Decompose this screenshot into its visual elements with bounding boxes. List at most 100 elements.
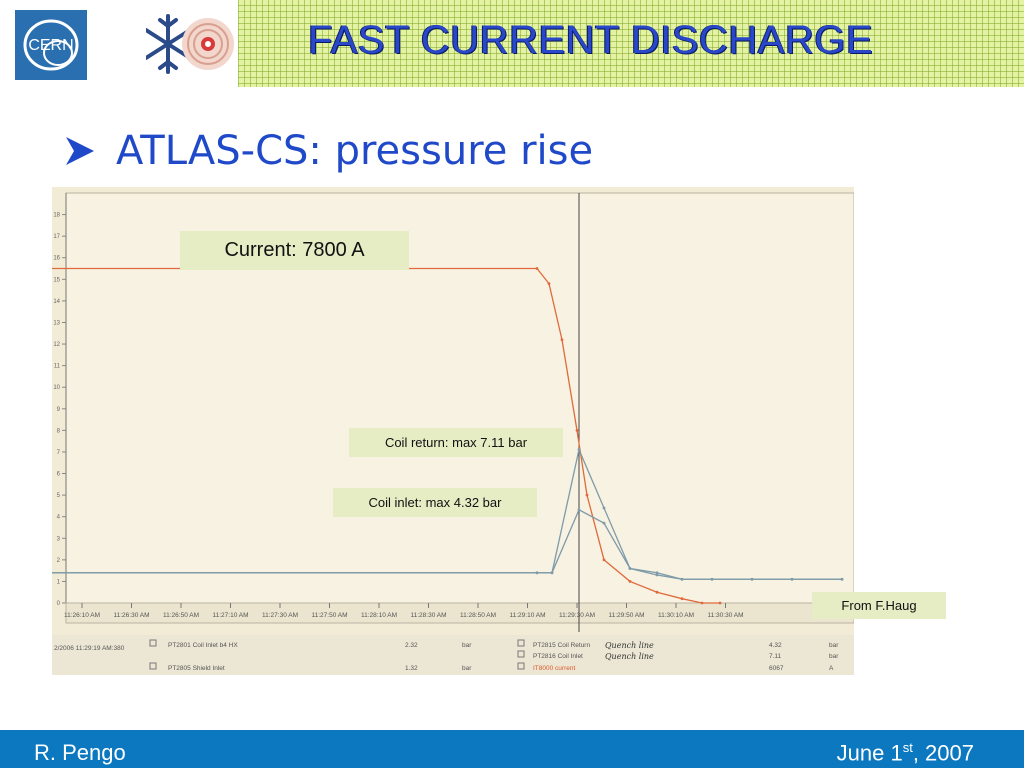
y-tick-label: 10: [53, 385, 60, 391]
x-tick-label: 11:26:10 AM: [64, 612, 100, 619]
title-bar: FAST CURRENT DISCHARGE: [238, 0, 1024, 87]
legend-row-unit: bar: [462, 665, 472, 672]
y-tick-label: 1: [57, 579, 61, 585]
series-point: [680, 597, 684, 601]
series-point: [577, 448, 581, 451]
series-point: [628, 567, 632, 570]
footer-date-prefix: June 1: [836, 740, 903, 766]
series-point: [680, 577, 684, 581]
slide-title: FAST CURRENT DISCHARGE: [308, 18, 874, 62]
y-tick-label: 2: [57, 558, 61, 564]
y-tick-label: 11: [54, 364, 61, 370]
legend-row-name: PT2805 Shield Inlet: [168, 665, 225, 672]
x-tick-label: 11:28:50 AM: [460, 612, 496, 619]
series-point: [628, 580, 632, 583]
x-tick-label: 11:29:30 AM: [559, 612, 595, 619]
x-tick-label: 11:26:50 AM: [163, 612, 199, 619]
series-point: [602, 506, 606, 510]
footer-date: June 1st, 2007: [837, 740, 974, 766]
x-tick-label: 11:29:50 AM: [608, 612, 644, 619]
series-point: [655, 571, 659, 575]
footer-date-suffix: , 2007: [912, 740, 974, 766]
x-tick-label: 11:27:10 AM: [212, 612, 248, 619]
legend-row-name: IT8000 current: [533, 665, 575, 672]
arrow-bullet-icon: [66, 137, 94, 165]
table-time-label: 2/2006 11:29:19 AM:380: [54, 645, 125, 652]
legend-row-name: PT2816 Coil Inlet: [533, 653, 583, 660]
series-point: [560, 338, 564, 342]
legend-row-value: 1.32: [405, 665, 418, 672]
y-tick-label: 9: [57, 407, 61, 413]
coil-inlet-annotation: Coil inlet: max 4.32 bar: [333, 488, 537, 517]
x-tick-label: 11:27:30 AM: [262, 612, 298, 619]
series-point: [718, 601, 722, 605]
x-tick-label: 11:28:10 AM: [361, 612, 397, 619]
cern-logo: CERN: [15, 10, 87, 80]
series-point: [655, 573, 659, 577]
bullet-point: ATLAS-CS: pressure rise: [62, 128, 593, 174]
x-axis-band: [65, 602, 854, 624]
y-tick-label: 0: [57, 601, 61, 607]
footer-author: R. Pengo: [34, 740, 126, 765]
legend-checkbox: [149, 662, 157, 670]
legend-row-unit: bar: [829, 653, 839, 660]
snowflake-icon: [144, 14, 192, 74]
series-point: [750, 577, 754, 581]
x-tick-label: 11:26:30 AM: [113, 612, 149, 619]
y-tick-label: 5: [57, 493, 61, 499]
x-tick-label: 11:30:10 AM: [658, 612, 694, 619]
legend-row-unit: bar: [462, 642, 472, 649]
y-tick-label: 14: [53, 299, 60, 305]
series-point: [585, 493, 589, 497]
series-point: [535, 571, 539, 575]
series-point: [577, 508, 581, 512]
handwritten-note: Quench line: [605, 652, 654, 661]
series-point: [700, 601, 704, 605]
legend-row-unit: bar: [829, 642, 839, 649]
series-point: [550, 571, 554, 575]
y-tick-label: 13: [53, 320, 60, 326]
legend-row-name: PT2801 Coil Inlet b4 HX: [168, 642, 238, 649]
series-point: [602, 558, 606, 562]
legend-row-value: 7.11: [769, 653, 782, 660]
series-point: [655, 590, 659, 594]
y-tick-label: 17: [53, 234, 60, 240]
legend-row-unit: A: [829, 665, 834, 672]
x-tick-label: 11:29:10 AM: [509, 612, 545, 619]
source-annotation: From F.Haug: [812, 592, 946, 619]
legend-table: [52, 635, 854, 675]
y-tick-label: 18: [53, 213, 60, 219]
series-point: [710, 577, 714, 581]
series-point: [535, 267, 539, 270]
x-tick-label: 11:27:50 AM: [311, 612, 347, 619]
x-tick-label: 11:28:30 AM: [410, 612, 446, 619]
y-tick-label: 8: [57, 428, 61, 434]
legend-checkbox: [517, 639, 525, 647]
legend-checkbox: [149, 639, 157, 647]
series-point: [840, 577, 844, 581]
svg-text:CERN: CERN: [28, 37, 73, 54]
series-point: [547, 282, 551, 286]
footer-date-sup: st: [902, 740, 913, 755]
x-tick-label: 11:30:30 AM: [707, 612, 743, 619]
y-tick-label: 12: [53, 342, 60, 348]
cryogenics-logo: [144, 6, 238, 82]
coil-return-annotation: Coil return: max 7.11 bar: [349, 428, 563, 457]
legend-row-name: PT2815 Coil Return: [533, 642, 590, 649]
bullet-text: ATLAS-CS: pressure rise: [116, 128, 594, 174]
y-tick-label: 6: [57, 472, 61, 478]
footer-bar: R. Pengo June 1st, 2007: [0, 730, 1024, 768]
y-tick-label: 15: [53, 277, 60, 283]
legend-row-value: 6067: [769, 665, 784, 672]
legend-row-value: 4.32: [769, 642, 782, 649]
series-line-0: [52, 267, 720, 604]
series-line-2: [52, 508, 842, 580]
cern-logo-icon: CERN: [23, 19, 79, 71]
series-point: [790, 577, 794, 581]
y-tick-label: 4: [57, 515, 61, 521]
series-point: [575, 428, 579, 432]
legend-checkbox: [517, 650, 525, 658]
y-tick-label: 16: [53, 256, 60, 262]
legend-row-value: 2.32: [405, 642, 418, 649]
y-tick-label: 3: [57, 536, 61, 542]
